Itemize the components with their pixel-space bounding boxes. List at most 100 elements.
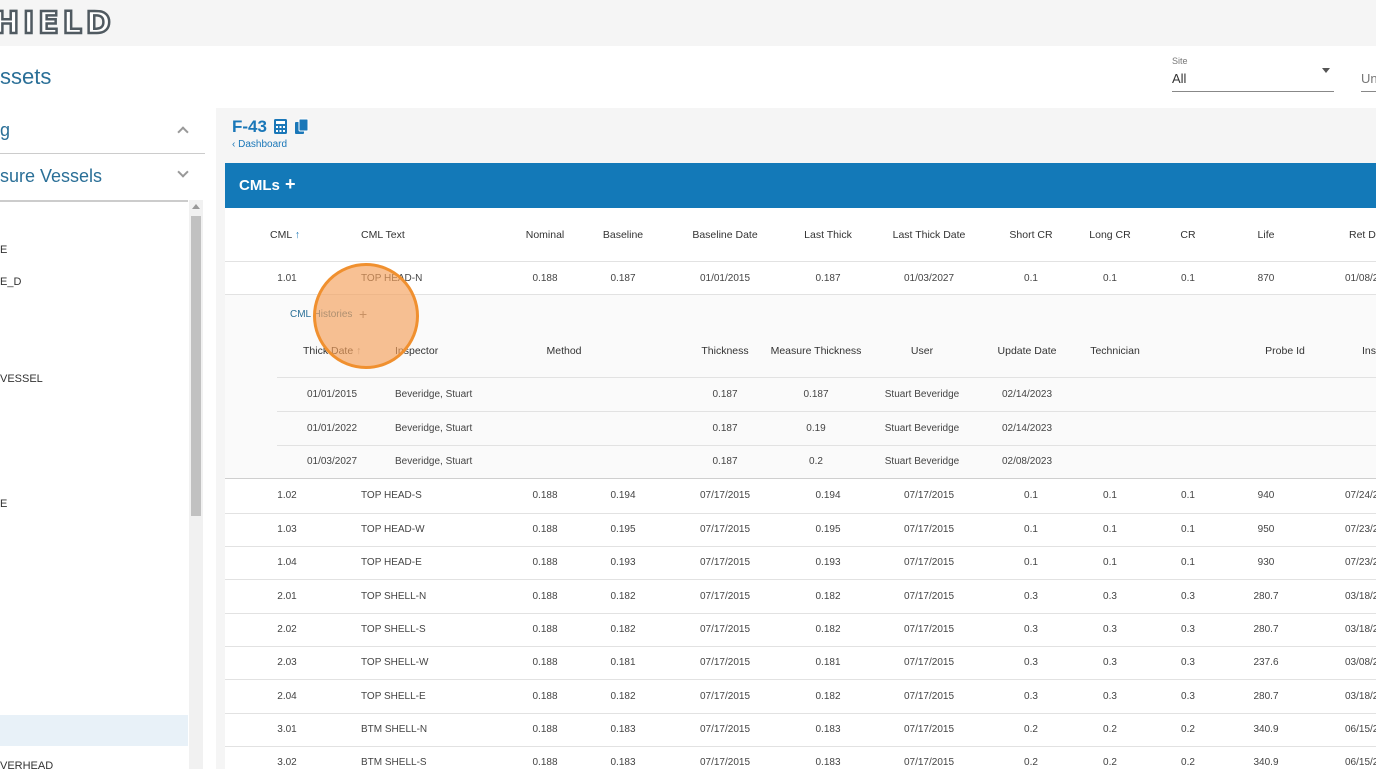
table-cell: 0.3 <box>1103 591 1117 602</box>
sort-up-icon: ↑ <box>294 229 300 241</box>
column-header-cml[interactable]: CML ↑ <box>270 229 300 241</box>
column-header[interactable]: Baseline <box>602 229 644 241</box>
table-cell: 0.3 <box>1024 657 1038 668</box>
table-cell: 0.3 <box>1024 591 1038 602</box>
column-header[interactable]: Long CR <box>1089 229 1131 241</box>
history-column-header[interactable]: Measure Thickness <box>770 345 862 357</box>
calculator-icon[interactable] <box>273 118 288 135</box>
copy-icon[interactable] <box>294 118 309 135</box>
column-header[interactable]: Ret Da <box>1349 229 1376 241</box>
history-cell: 02/14/2023 <box>1001 423 1053 434</box>
history-cell: 01/01/2022 <box>306 423 358 434</box>
history-column-header[interactable]: User <box>910 345 934 357</box>
unit-select[interactable]: Un <box>1361 54 1376 92</box>
list-item[interactable]: E <box>0 244 8 256</box>
history-column-header[interactable]: Update Date <box>997 345 1057 357</box>
unit-value: Un <box>1361 71 1376 86</box>
table-cell: 0.187 <box>815 273 841 284</box>
cml-id-cell[interactable]: 1.02 <box>277 490 297 501</box>
table-cell: TOP SHELL-E <box>361 691 426 702</box>
table-cell: 0.1 <box>1024 524 1038 535</box>
cml-id-cell[interactable]: 2.03 <box>277 657 297 668</box>
cml-id-cell[interactable]: 1.03 <box>277 524 297 535</box>
list-item[interactable]: E_D <box>0 276 22 288</box>
site-select[interactable]: Site All <box>1172 54 1334 92</box>
table-cell: 0.181 <box>610 657 636 668</box>
list-item[interactable]: E <box>0 498 8 510</box>
cml-panel: CMLs + CML ↑ CML Text Nominal Baseline B… <box>225 163 1376 769</box>
sidebar-scrollbar[interactable] <box>189 200 203 769</box>
table-cell: 0.1 <box>1024 273 1038 284</box>
cml-id-cell[interactable]: 1.01 <box>277 273 297 284</box>
table-cell: 340.9 <box>1253 724 1279 735</box>
table-cell: 0.188 <box>532 557 558 568</box>
table-cell: 0.2 <box>1103 724 1117 735</box>
table-cell: 0.3 <box>1181 624 1195 635</box>
scroll-up-icon[interactable] <box>192 204 200 209</box>
history-column-header[interactable]: Method <box>546 345 582 357</box>
table-cell: 340.9 <box>1253 757 1279 768</box>
history-cell: 0.187 <box>712 389 738 400</box>
column-header[interactable]: Nominal <box>525 229 565 241</box>
app-logo: HIELD <box>0 5 115 43</box>
table-cell: 930 <box>1257 557 1275 568</box>
history-cell: 02/08/2023 <box>1001 456 1053 467</box>
cml-id-cell[interactable]: 2.04 <box>277 691 297 702</box>
table-cell: 0.1 <box>1181 273 1195 284</box>
history-column-header[interactable]: Thickness <box>701 345 749 357</box>
back-link[interactable]: ‹ Dashboard <box>232 139 288 150</box>
history-cell: 0.2 <box>809 456 823 467</box>
history-cell: 0.187 <box>712 423 738 434</box>
table-cell: 940 <box>1257 490 1275 501</box>
add-cml-button[interactable]: + <box>285 174 296 194</box>
cml-id-cell[interactable]: 3.01 <box>277 724 297 735</box>
table-cell: 237.6 <box>1253 657 1279 668</box>
column-header[interactable]: Baseline Date <box>692 229 758 241</box>
table-cell: 0.2 <box>1181 724 1195 735</box>
table-cell: 870 <box>1257 273 1275 284</box>
sidebar-section-1[interactable]: g <box>0 108 205 154</box>
sidebar-section-label: sure Vessels <box>0 166 103 186</box>
column-header[interactable]: CML Text <box>361 229 405 241</box>
table-cell: 07/17/2015 <box>699 524 751 535</box>
table-cell: 0.3 <box>1181 657 1195 668</box>
table-cell: 0.183 <box>610 757 636 768</box>
table-cell: 0.182 <box>815 624 841 635</box>
table-cell: 0.182 <box>815 691 841 702</box>
list-item[interactable]: VESSEL <box>0 373 43 385</box>
table-cell: 03/18/2 <box>1345 591 1376 602</box>
column-header[interactable]: CR <box>1180 229 1196 241</box>
table-cell: 07/17/2015 <box>903 657 955 668</box>
selected-list-item[interactable] <box>0 715 188 746</box>
column-header[interactable]: Short CR <box>1009 229 1053 241</box>
sidebar-section-2[interactable]: sure Vessels <box>0 154 205 198</box>
cml-id-cell[interactable]: 1.04 <box>277 557 297 568</box>
history-column-header[interactable]: Inst <box>1362 345 1376 357</box>
table-cell: 07/23/2 <box>1345 524 1376 535</box>
table-cell: 280.7 <box>1253 591 1279 602</box>
cml-id-cell[interactable]: 3.02 <box>277 757 297 768</box>
table-cell: 280.7 <box>1253 691 1279 702</box>
table-cell: 0.188 <box>532 691 558 702</box>
history-column-header[interactable]: Probe Id <box>1265 345 1305 357</box>
table-cell: 0.194 <box>610 490 636 501</box>
table-cell: 950 <box>1257 524 1275 535</box>
history-cell: 02/14/2023 <box>1001 389 1053 400</box>
history-cell: Beveridge, Stuart <box>395 456 473 467</box>
click-indicator <box>313 263 419 369</box>
table-cell: 0.1 <box>1181 557 1195 568</box>
history-cell: 0.187 <box>712 456 738 467</box>
list-item[interactable]: VERHEAD <box>0 760 54 769</box>
column-header[interactable]: Life <box>1257 229 1275 241</box>
scrollbar-thumb[interactable] <box>191 216 201 516</box>
back-link-label: Dashboard <box>238 139 288 150</box>
cml-id-cell[interactable]: 2.01 <box>277 591 297 602</box>
cml-id-cell[interactable]: 2.02 <box>277 624 297 635</box>
column-header[interactable]: Last Thick Date <box>892 229 966 241</box>
table-cell: 07/24/2 <box>1345 490 1376 501</box>
column-header[interactable]: Last Thick <box>804 229 852 241</box>
chevron-up-icon <box>177 126 189 138</box>
table-cell: 0.1 <box>1181 490 1195 501</box>
table-cell: 0.2 <box>1024 724 1038 735</box>
history-column-header[interactable]: Technician <box>1090 345 1140 357</box>
